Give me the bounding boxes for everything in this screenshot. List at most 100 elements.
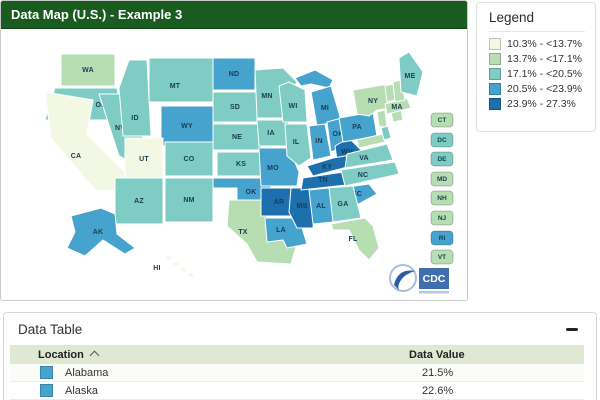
row-location: Alaska xyxy=(65,384,99,397)
state-label-CA: CA xyxy=(71,153,82,160)
state-IL[interactable] xyxy=(284,123,312,167)
state-box-CT[interactable] xyxy=(430,112,454,128)
state-ME[interactable] xyxy=(398,51,424,97)
state-label-WY: WY xyxy=(181,123,193,130)
collapse-button[interactable] xyxy=(562,324,582,335)
state-label-OR: OR xyxy=(96,102,107,109)
table-body: Alabama 21.5% Alaska 22.6% xyxy=(4,364,596,400)
map-title: Data Map (U.S.) - Example 3 xyxy=(11,7,183,22)
row-location: Alabama xyxy=(65,366,109,379)
state-label-WI: WI xyxy=(289,103,298,110)
state-label-NM: NM xyxy=(183,197,194,204)
state-label-UT: UT xyxy=(139,156,149,163)
state-label-IN: IN xyxy=(315,138,322,145)
state-label-LA: LA xyxy=(276,227,286,234)
row-color-swatch xyxy=(40,366,53,379)
state-KS[interactable] xyxy=(216,151,266,177)
state-AK[interactable] xyxy=(66,207,136,257)
state-HI[interactable] xyxy=(165,255,173,261)
state-label-MS: MS xyxy=(297,203,308,210)
state-box-label-NJ: NJ xyxy=(438,215,447,222)
state-box-label-RI: RI xyxy=(439,235,446,242)
state-box-NJ[interactable] xyxy=(430,210,454,226)
row-color-swatch xyxy=(40,384,53,397)
legend-item: 20.5% - <23.9% xyxy=(489,83,585,95)
map-title-bar: Data Map (U.S.) - Example 3 xyxy=(1,1,467,29)
state-NJ[interactable] xyxy=(376,109,388,129)
state-ND[interactable] xyxy=(212,57,256,91)
state-label-MA: MA xyxy=(391,104,402,111)
legend-range-label: 20.5% - <23.9% xyxy=(507,83,583,95)
state-label-NY: NY xyxy=(368,98,378,105)
state-box-MD[interactable] xyxy=(430,171,454,187)
state-box-VT[interactable] xyxy=(430,249,454,265)
state-box-label-DE: DE xyxy=(437,156,447,163)
state-box-label-CT: CT xyxy=(438,117,447,124)
column-header-location[interactable]: Location xyxy=(10,349,409,361)
state-label-NE: NE xyxy=(232,134,242,141)
state-label-ND: ND xyxy=(229,71,240,78)
state-IN[interactable] xyxy=(308,123,332,161)
state-WY[interactable] xyxy=(160,105,214,147)
state-label-AR: AR xyxy=(274,199,285,206)
state-box-DE[interactable] xyxy=(430,151,454,167)
row-data-value: 21.5% xyxy=(422,366,454,379)
state-label-KS: KS xyxy=(236,161,246,168)
state-CO[interactable] xyxy=(164,141,214,177)
state-label-MN: MN xyxy=(261,93,272,100)
state-HI[interactable] xyxy=(187,272,195,278)
data-map-panel: Data Map (U.S.) - Example 3 WA OR CA NV ID MT… xyxy=(0,0,468,301)
state-label-MT: MT xyxy=(170,83,181,90)
state-VA[interactable] xyxy=(344,143,394,169)
data-table-panel: Data Table Location Data Value Alabama 21… xyxy=(3,312,597,400)
legend-items: 10.3% - <13.7% 13.7% - <17.1% 17.1% - <20.… xyxy=(487,38,585,110)
legend-swatch xyxy=(489,53,501,65)
state-label-NC: NC xyxy=(358,172,369,179)
state-label-OK: OK xyxy=(246,189,257,196)
state-box-DC[interactable] xyxy=(430,132,454,148)
state-NY[interactable] xyxy=(352,83,394,117)
table-row: Alaska 22.6% xyxy=(10,382,584,400)
state-label-ID: ID xyxy=(131,115,138,122)
data-table-title: Data Table xyxy=(18,321,83,337)
state-label-WV: WV xyxy=(341,149,353,156)
state-label-GA: GA xyxy=(338,201,349,208)
state-MI[interactable] xyxy=(294,69,334,89)
state-label-MO: MO xyxy=(267,165,279,172)
state-label-AK: AK xyxy=(93,229,104,236)
state-label-TX: TX xyxy=(238,229,247,236)
state-NC[interactable] xyxy=(340,161,400,187)
row-data-value: 22.6% xyxy=(422,384,454,397)
legend-title: Legend xyxy=(489,10,585,32)
state-box-NH[interactable] xyxy=(430,190,454,206)
state-box-label-NH: NH xyxy=(437,195,447,202)
state-WA[interactable] xyxy=(60,53,116,87)
state-label-TN: TN xyxy=(318,177,328,184)
legend-range-label: 17.1% - <20.5% xyxy=(507,68,583,80)
state-box-label-VT: VT xyxy=(438,254,446,261)
state-HI[interactable] xyxy=(172,261,180,267)
state-NM[interactable] xyxy=(164,177,214,223)
state-label-AZ: AZ xyxy=(134,198,144,205)
state-HI[interactable] xyxy=(180,267,188,273)
state-DE[interactable] xyxy=(380,125,392,141)
state-label-IA: IA xyxy=(267,130,274,137)
column-header-data-value[interactable]: Data Value xyxy=(409,348,465,361)
state-UT[interactable] xyxy=(124,137,164,181)
state-WI[interactable] xyxy=(278,81,308,123)
state-SD[interactable] xyxy=(212,91,258,123)
sort-ascending-icon xyxy=(89,350,100,361)
state-label-NV: NV xyxy=(115,125,125,132)
cdc-logo-text: CDC xyxy=(423,273,446,285)
state-box-RI[interactable] xyxy=(430,230,454,246)
state-MT[interactable] xyxy=(148,57,214,103)
state-AZ[interactable] xyxy=(114,177,164,225)
state-label-PA: PA xyxy=(352,124,362,131)
state-label-IL: IL xyxy=(293,139,300,146)
legend-swatch xyxy=(489,83,501,95)
state-AL[interactable] xyxy=(308,187,334,225)
state-label-MI: MI xyxy=(321,105,329,112)
state-FL[interactable] xyxy=(330,217,380,261)
state-MD[interactable] xyxy=(356,133,386,149)
state-ID[interactable] xyxy=(118,59,152,137)
